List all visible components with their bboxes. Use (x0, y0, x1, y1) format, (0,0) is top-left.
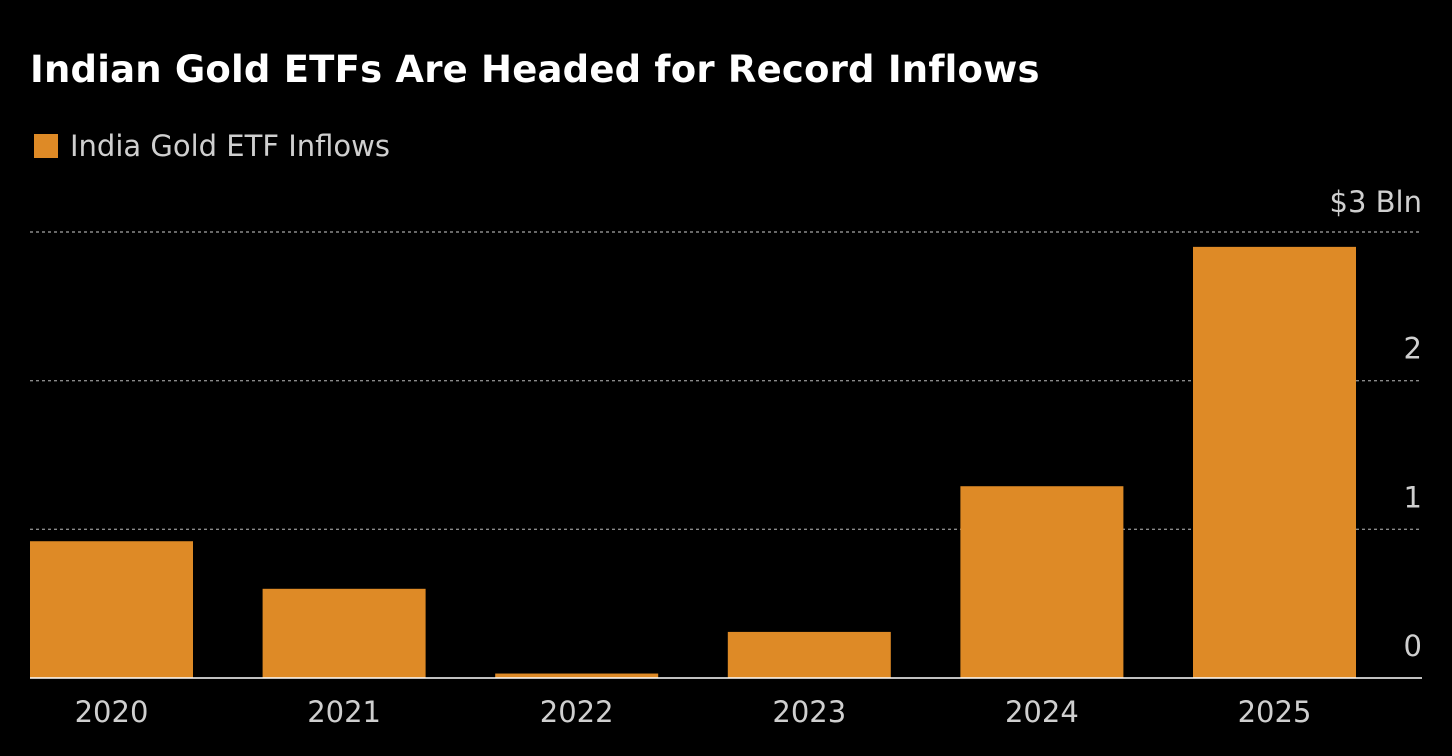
chart-title: Indian Gold ETFs Are Headed for Record I… (30, 48, 1040, 91)
x-tick-label: 2022 (540, 695, 614, 729)
x-tick-label: 2024 (1005, 695, 1079, 729)
y-tick-label: 2 (1404, 332, 1422, 366)
legend-label: India Gold ETF Inflows (70, 129, 390, 163)
bar-2025 (1193, 246, 1356, 678)
x-tick-label: 2023 (772, 695, 846, 729)
bar-2021 (262, 588, 426, 678)
legend-swatch (34, 134, 58, 158)
y-tick-label: 1 (1404, 480, 1422, 514)
x-tick-label: 2020 (75, 695, 149, 729)
labels-layer: 0 1 2 $3 Bln 2020 2021 2022 2023 2024 2025 (75, 185, 1422, 729)
y-tick-label: $3 Bln (1330, 185, 1422, 219)
bar-2022 (495, 673, 659, 678)
x-tick-label: 2021 (307, 695, 381, 729)
bar-2024 (960, 486, 1124, 678)
bar-2023 (727, 631, 891, 678)
y-tick-label: 0 (1404, 629, 1422, 663)
bar-2020 (30, 541, 193, 678)
grid-layer (30, 231, 1422, 531)
bars-layer (30, 246, 1356, 678)
x-tick-label: 2025 (1238, 695, 1312, 729)
legend: India Gold ETF Inflows (34, 126, 390, 166)
